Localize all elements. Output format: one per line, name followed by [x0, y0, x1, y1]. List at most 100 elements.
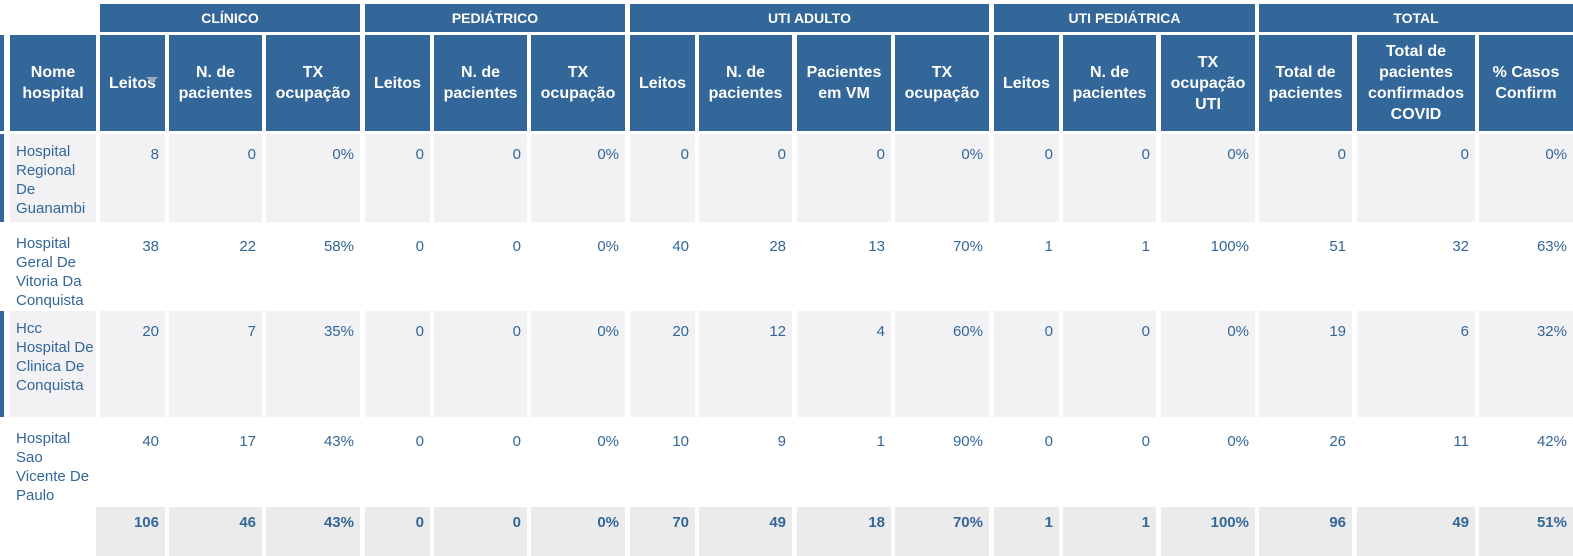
table-cell[interactable]: 20 [100, 311, 165, 417]
table-cell[interactable]: 9 [699, 421, 792, 505]
table-cell[interactable]: 1 [797, 421, 891, 505]
table-cell[interactable]: 0 [434, 311, 527, 417]
table-cell[interactable]: 0% [531, 311, 625, 417]
column-header-label: Leitos [1002, 74, 1051, 92]
table-cell[interactable]: 0 [365, 226, 430, 310]
total-cell: 1 [994, 507, 1059, 556]
table-cell[interactable]: 8 [100, 134, 165, 222]
column-header-12[interactable]: N. de pacientes [1063, 35, 1156, 131]
hospital-name-cell[interactable]: Hospital Sao Vicente De Paulo [10, 421, 96, 505]
table-cell[interactable]: 70% [895, 226, 989, 310]
column-header-label: TX ocupação [540, 64, 616, 102]
total-cell: 49 [699, 507, 792, 556]
table-cell[interactable]: 6 [1357, 311, 1475, 417]
column-header-5[interactable]: N. de pacientes [434, 35, 527, 131]
table-cell[interactable]: 0% [1161, 311, 1255, 417]
column-header-1[interactable]: Leitos [100, 35, 165, 131]
table-cell[interactable]: 0 [1063, 421, 1156, 505]
sort-descending-icon[interactable] [146, 77, 158, 83]
table-cell[interactable]: 0 [1357, 134, 1475, 222]
column-header-label: Leitos [373, 74, 422, 92]
column-header-3[interactable]: TX ocupação [266, 35, 360, 131]
table-cell[interactable]: 0 [699, 134, 792, 222]
table-cell[interactable]: 40 [630, 226, 695, 310]
table-cell[interactable]: 0% [1161, 134, 1255, 222]
column-header-label: TX ocupação [275, 64, 351, 102]
table-cell[interactable]: 4 [797, 311, 891, 417]
table-cell[interactable]: 1 [1063, 226, 1156, 310]
column-header-label: Leitos [108, 74, 157, 92]
table-cell[interactable]: 43% [266, 421, 360, 505]
column-header-7[interactable]: Leitos [630, 35, 695, 131]
table-cell[interactable]: 13 [797, 226, 891, 310]
column-header-16[interactable]: % Casos Confirm [1479, 35, 1573, 131]
column-header-2[interactable]: N. de pacientes [169, 35, 262, 131]
table-cell[interactable]: 0 [630, 134, 695, 222]
table-cell[interactable]: 0 [994, 134, 1059, 222]
table-cell[interactable]: 0 [1259, 134, 1352, 222]
table-cell[interactable]: 7 [169, 311, 262, 417]
column-header-label: TX ocupação UTI [1170, 53, 1246, 113]
table-cell[interactable]: 0 [994, 421, 1059, 505]
table-cell[interactable]: 35% [266, 311, 360, 417]
table-cell[interactable]: 0 [1063, 134, 1156, 222]
table-cell[interactable]: 0 [365, 311, 430, 417]
column-header-6[interactable]: TX ocupação [531, 35, 625, 131]
column-header-11[interactable]: Leitos [994, 35, 1059, 131]
table-cell[interactable]: 0% [531, 226, 625, 310]
column-header-15[interactable]: Total de pacientes confirmados COVID [1357, 35, 1475, 131]
table-cell[interactable]: 10 [630, 421, 695, 505]
table-cell[interactable]: 0% [1161, 421, 1255, 505]
table-cell[interactable]: 42% [1479, 421, 1573, 505]
table-cell[interactable]: 0% [895, 134, 989, 222]
table-cell[interactable]: 58% [266, 226, 360, 310]
column-header-9[interactable]: Pacientes em VM [797, 35, 891, 131]
table-cell[interactable]: 40 [100, 421, 165, 505]
table-cell[interactable]: 19 [1259, 311, 1352, 417]
column-header-8[interactable]: N. de pacientes [699, 35, 792, 131]
hospital-name-cell[interactable]: Hospital Geral De Vitoria Da Conquista [10, 226, 96, 310]
table-cell[interactable]: 0% [1479, 134, 1573, 222]
row-edge [0, 226, 4, 310]
table-cell[interactable]: 11 [1357, 421, 1475, 505]
table-cell[interactable]: 90% [895, 421, 989, 505]
table-cell[interactable]: 100% [1161, 226, 1255, 310]
table-cell[interactable]: 0% [531, 134, 625, 222]
total-cell: 49 [1357, 507, 1475, 556]
table-cell[interactable]: 20 [630, 311, 695, 417]
total-cell: 96 [1259, 507, 1352, 556]
column-header-label: Pacientes em VM [806, 64, 882, 102]
table-cell[interactable]: 22 [169, 226, 262, 310]
table-cell[interactable]: 32 [1357, 226, 1475, 310]
table-cell[interactable]: 0 [365, 134, 430, 222]
table-cell[interactable]: 26 [1259, 421, 1352, 505]
table-cell[interactable]: 32% [1479, 311, 1573, 417]
table-cell[interactable]: 63% [1479, 226, 1573, 310]
table-cell[interactable]: 60% [895, 311, 989, 417]
table-cell[interactable]: 0 [434, 226, 527, 310]
total-cell: 46 [169, 507, 262, 556]
table-cell[interactable]: 0 [994, 311, 1059, 417]
column-header-0[interactable]: Nome hospital [10, 35, 96, 131]
table-cell[interactable]: 0 [169, 134, 262, 222]
table-cell[interactable]: 12 [699, 311, 792, 417]
table-cell[interactable]: 17 [169, 421, 262, 505]
column-header-13[interactable]: TX ocupação UTI [1161, 35, 1255, 131]
table-cell[interactable]: 0% [266, 134, 360, 222]
column-header-10[interactable]: TX ocupação [895, 35, 989, 131]
table-cell[interactable]: 0 [434, 134, 527, 222]
table-cell[interactable]: 0 [365, 421, 430, 505]
table-cell[interactable]: 0% [531, 421, 625, 505]
table-cell[interactable]: 0 [1063, 311, 1156, 417]
table-cell[interactable]: 28 [699, 226, 792, 310]
table-cell[interactable]: 1 [994, 226, 1059, 310]
table-cell[interactable]: 0 [797, 134, 891, 222]
column-header-label: N. de pacientes [1072, 64, 1147, 102]
table-cell[interactable]: 38 [100, 226, 165, 310]
table-cell[interactable]: 0 [434, 421, 527, 505]
table-cell[interactable]: 51 [1259, 226, 1352, 310]
column-header-14[interactable]: Total de pacientes [1259, 35, 1352, 131]
hospital-name-cell[interactable]: Hcc Hospital De Clinica De Conquista [10, 311, 96, 417]
hospital-name-cell[interactable]: Hospital Regional De Guanambi [10, 134, 96, 222]
column-header-4[interactable]: Leitos [365, 35, 430, 131]
